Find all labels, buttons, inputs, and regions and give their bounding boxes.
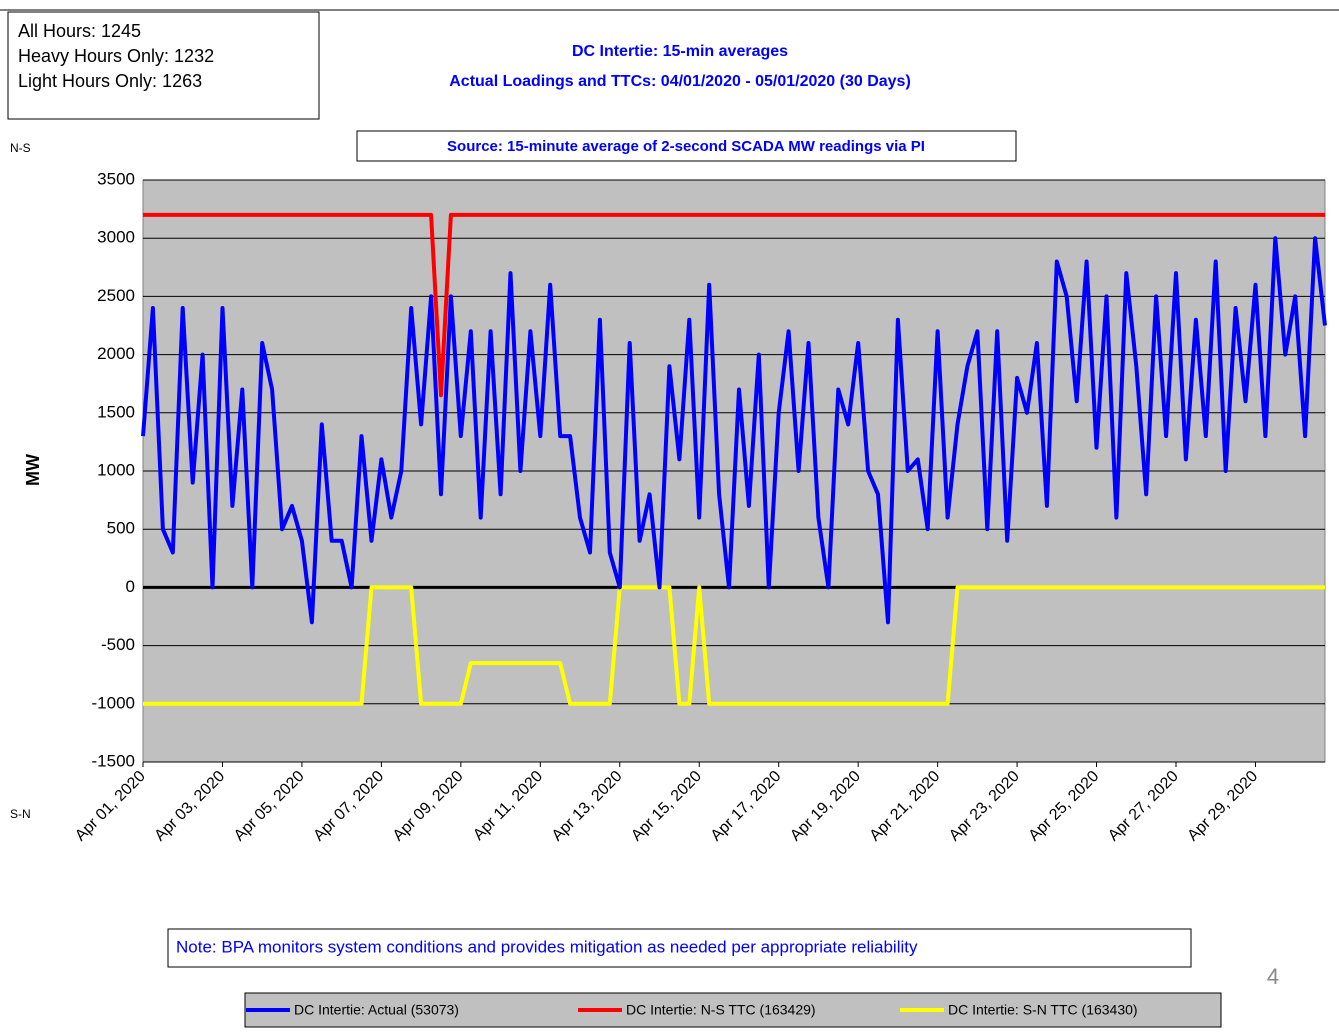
y-tick-label: -500 <box>101 635 135 654</box>
stat: Heavy Hours Only: 1232 <box>18 46 214 66</box>
x-tick-label: Apr 17, 2020 <box>708 768 785 845</box>
y-top-label: N-S <box>10 141 31 155</box>
stats-box <box>7 11 320 120</box>
y-tick-label: 2000 <box>97 344 135 363</box>
y-axis-label: MW <box>23 454 43 486</box>
source-box <box>356 130 1017 162</box>
y-bottom-label: S-N <box>10 807 31 821</box>
x-tick-label: Apr 23, 2020 <box>946 768 1023 845</box>
page-number: 4 <box>1267 964 1279 989</box>
x-tick-label: Apr 13, 2020 <box>549 768 626 845</box>
y-tick-label: 3000 <box>97 228 135 247</box>
x-tick-label: Apr 07, 2020 <box>310 768 387 845</box>
y-tick-label: -1000 <box>92 693 135 712</box>
x-tick-label: Apr 15, 2020 <box>628 768 705 845</box>
chart-title: DC Intertie: 15-min averages <box>572 43 788 60</box>
legend-label: DC Intertie: N-S TTC (163429) <box>626 1002 816 1018</box>
legend-label: DC Intertie: Actual (53073) <box>294 1002 459 1018</box>
x-tick-label: Apr 21, 2020 <box>867 768 944 845</box>
y-tick-label: 0 <box>126 577 135 596</box>
legend-label: DC Intertie: S-N TTC (163430) <box>948 1002 1138 1018</box>
stat: All Hours: 1245 <box>18 21 141 41</box>
x-tick-label: Apr 03, 2020 <box>151 768 228 845</box>
y-tick-label: 1500 <box>97 402 135 421</box>
note-box <box>167 928 1192 968</box>
x-tick-label: Apr 05, 2020 <box>231 768 308 845</box>
y-tick-label: 3500 <box>97 169 135 188</box>
series-line <box>141 236 1327 625</box>
chart-subtitle: Actual Loadings and TTCs: 04/01/2020 - 0… <box>449 73 911 90</box>
stat: Light Hours Only: 1263 <box>18 71 202 91</box>
y-tick-label: 1000 <box>97 460 135 479</box>
x-tick-label: Apr 29, 2020 <box>1184 768 1261 845</box>
y-tick-label: -1500 <box>92 751 135 770</box>
y-tick-label: 2500 <box>97 286 135 305</box>
y-tick-label: 500 <box>107 519 135 538</box>
x-tick-label: Apr 25, 2020 <box>1026 768 1103 845</box>
series-line <box>143 585 1325 706</box>
x-tick-label: Apr 11, 2020 <box>470 768 546 844</box>
x-tick-label: Apr 01, 2020 <box>72 768 149 845</box>
legend-box <box>244 992 1222 1028</box>
x-tick-label: Apr 19, 2020 <box>787 768 864 845</box>
note: Note: BPA monitors system conditions and… <box>176 937 918 956</box>
series-line <box>143 212 1325 398</box>
source: Source: 15-minute average of 2-second SC… <box>447 138 925 155</box>
x-tick-label: Apr 09, 2020 <box>390 768 467 845</box>
x-tick-label: Apr 27, 2020 <box>1105 768 1182 845</box>
